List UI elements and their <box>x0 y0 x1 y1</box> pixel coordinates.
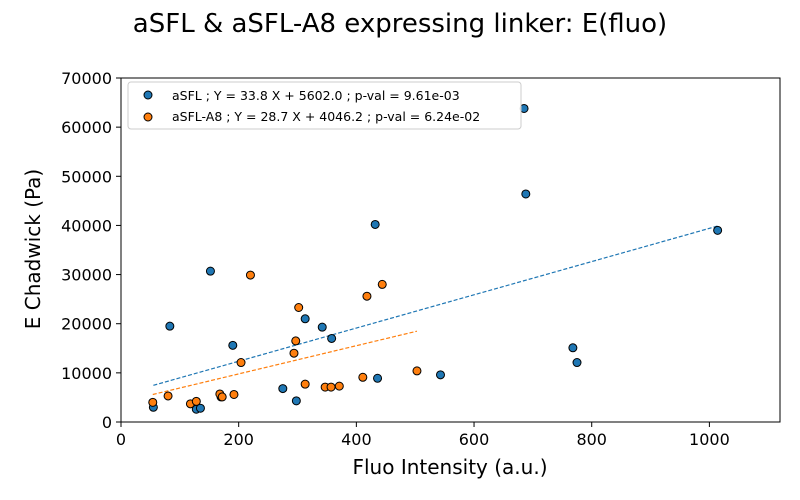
chart-title: aSFL & aSFL-A8 expressing linker: E(fluo… <box>133 9 667 39</box>
point-asfl-a8 <box>236 358 246 368</box>
point-asfl <box>370 219 380 229</box>
y-tick-label: 10000 <box>61 364 112 383</box>
point-asfl-a8 <box>334 381 344 391</box>
point-asfl-a8 <box>217 392 227 402</box>
legend-box <box>127 81 522 130</box>
point-asfl-a8 <box>362 291 372 301</box>
point-asfl <box>278 384 288 394</box>
y-axis-label: E Chadwick (Pa) <box>21 169 45 329</box>
x-tick-label: 400 <box>341 430 372 449</box>
point-asfl <box>300 314 310 324</box>
point-asfl-a8 <box>358 372 368 382</box>
point-asfl-a8 <box>289 348 299 358</box>
point-asfl <box>327 333 337 343</box>
fit-line-asfl-a8 <box>152 330 418 396</box>
point-asfl-a8 <box>245 270 255 280</box>
y-tick-label: 70000 <box>61 69 112 88</box>
point-asfl <box>317 322 327 332</box>
point-asfl-a8 <box>191 396 201 406</box>
point-asfl <box>568 343 578 353</box>
point-asfl <box>373 373 383 383</box>
point-asfl <box>195 403 205 413</box>
x-axis-label: Fluo Intensity (a.u.) <box>353 455 548 479</box>
fit-line-asfl <box>153 225 718 386</box>
point-asfl-a8 <box>377 279 387 289</box>
point-asfl-a8 <box>148 397 158 407</box>
x-tick-label: 800 <box>576 430 607 449</box>
x-tick-label: 200 <box>223 430 254 449</box>
y-axis-ticks: 0 10000 20000 30000 40000 50000 60000 70000 <box>61 69 121 432</box>
point-asfl <box>713 225 723 235</box>
plot-frame <box>120 77 781 423</box>
legend-entry-asfl-a8: aSFL-A8 ; Y = 28.7 X + 4046.2 ; p-val = … <box>172 109 480 124</box>
fit-lines <box>152 225 718 396</box>
y-tick-label: 20000 <box>61 315 112 334</box>
y-tick-label: 40000 <box>61 216 112 235</box>
point-asfl <box>291 396 301 406</box>
point-asfl-a8 <box>229 389 239 399</box>
point-asfl-a8 <box>291 336 301 346</box>
legend-marker-asfl <box>143 90 153 100</box>
legend-marker-asfl-a8 <box>143 112 153 122</box>
y-tick-label: 60000 <box>61 118 112 137</box>
x-tick-label: 600 <box>459 430 490 449</box>
point-asfl <box>435 370 445 380</box>
x-tick-label: 1000 <box>689 430 730 449</box>
point-asfl <box>228 340 238 350</box>
point-asfl-a8 <box>300 379 310 389</box>
data-points <box>148 103 723 414</box>
y-tick-label: 30000 <box>61 266 112 285</box>
point-asfl <box>165 321 175 331</box>
legend-entry-asfl: aSFL ; Y = 33.8 X + 5602.0 ; p-val = 9.6… <box>172 88 460 103</box>
y-tick-label: 0 <box>102 413 112 432</box>
x-tick-label: 0 <box>116 430 126 449</box>
point-asfl <box>572 358 582 368</box>
y-tick-label: 50000 <box>61 167 112 186</box>
legend: aSFL ; Y = 33.8 X + 5602.0 ; p-val = 9.6… <box>127 81 522 130</box>
point-asfl-a8 <box>294 302 304 312</box>
point-asfl-a8 <box>412 366 422 376</box>
point-asfl-a8 <box>326 382 336 392</box>
point-asfl <box>205 266 215 276</box>
x-axis-ticks: 0 200 400 600 800 1000 <box>116 422 730 449</box>
point-asfl-a8 <box>163 391 173 401</box>
point-asfl <box>521 189 531 199</box>
